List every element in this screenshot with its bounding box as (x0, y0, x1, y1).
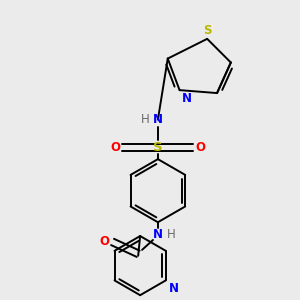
Text: N: N (169, 282, 179, 296)
Text: N: N (153, 113, 163, 126)
Text: O: O (100, 236, 110, 248)
Text: O: O (110, 141, 120, 154)
Text: N: N (182, 92, 191, 105)
Text: O: O (195, 141, 206, 154)
Text: S: S (153, 141, 163, 154)
Text: H: H (141, 113, 149, 126)
Text: S: S (203, 24, 212, 37)
Text: N: N (153, 228, 163, 241)
Text: H: H (167, 228, 176, 241)
